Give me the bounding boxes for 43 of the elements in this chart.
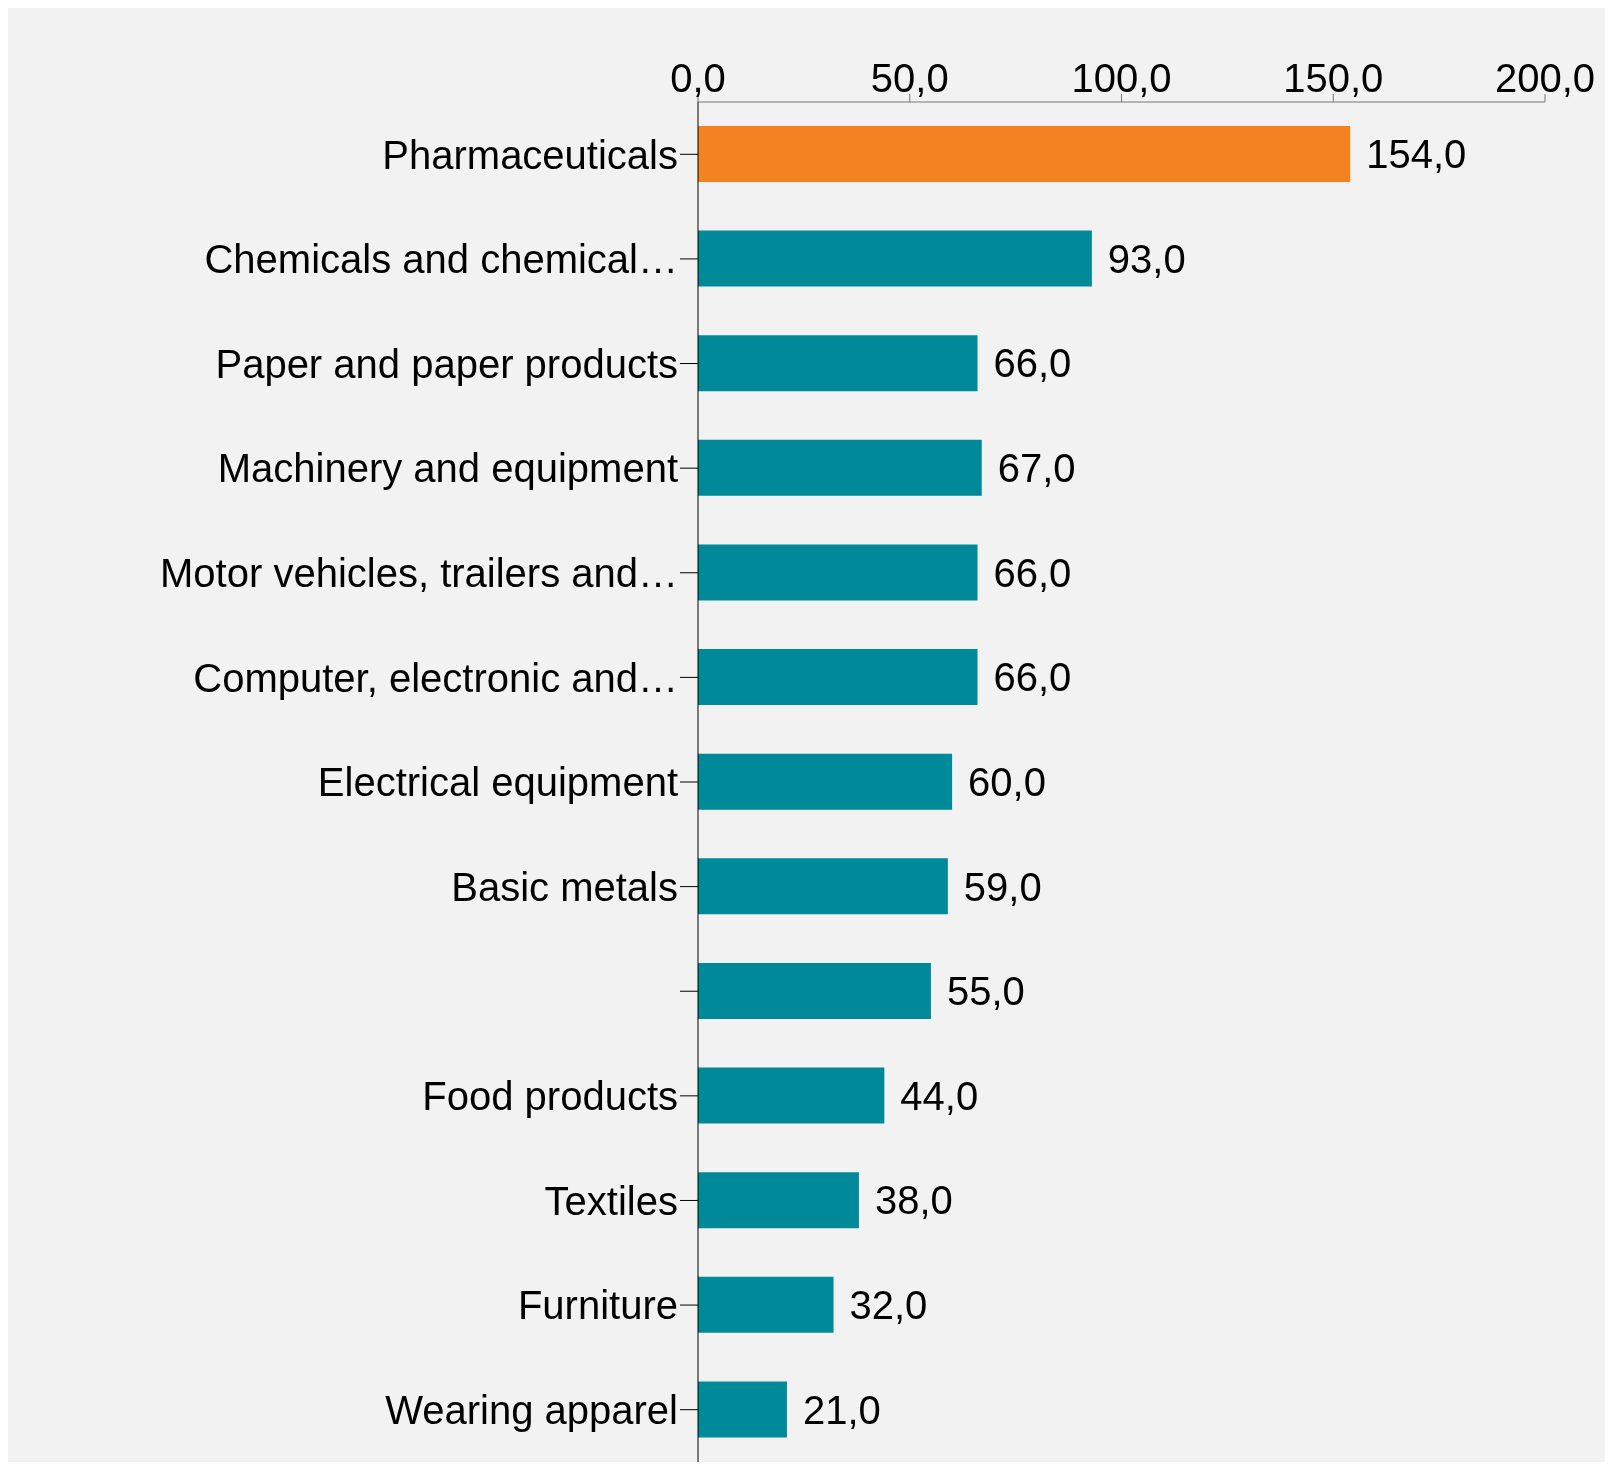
y-tick-label: Machinery and equipment <box>217 446 678 491</box>
bar <box>698 858 948 915</box>
bar <box>698 544 978 601</box>
data-label: 21,0 <box>802 1387 881 1432</box>
bar <box>698 230 1092 287</box>
x-tick-label: 100,0 <box>1071 56 1172 100</box>
data-label: 67,0 <box>997 446 1076 491</box>
y-tick-label: Textiles <box>544 1178 678 1223</box>
bar <box>698 1172 859 1229</box>
y-tick-label: Paper and paper products <box>215 341 678 386</box>
y-tick-label: Furniture <box>517 1283 678 1328</box>
y-tick-label: Computer, electronic and… <box>193 655 678 700</box>
y-tick-label: Wearing apparel <box>385 1387 678 1432</box>
data-label: 66,0 <box>993 655 1072 700</box>
bar <box>698 962 931 1019</box>
bar <box>698 1067 885 1124</box>
y-tick-label: Basic metals <box>451 864 678 909</box>
bar <box>698 126 1351 182</box>
data-label: 44,0 <box>900 1073 979 1118</box>
data-label: 66,0 <box>993 341 1072 386</box>
bar <box>698 335 978 392</box>
data-label: 154,0 <box>1366 132 1467 177</box>
data-label: 32,0 <box>849 1282 928 1327</box>
y-tick-label: Chemicals and chemical… <box>204 237 678 282</box>
x-tick-label: 200,0 <box>1494 56 1596 100</box>
data-label: 60,0 <box>968 759 1046 804</box>
bar <box>698 439 982 496</box>
data-label: 38,0 <box>874 1178 953 1223</box>
data-label: 55,0 <box>946 969 1025 1014</box>
y-tick-label: Motor vehicles, trailers and… <box>160 550 678 595</box>
y-tick-label: Pharmaceuticals <box>382 132 678 177</box>
x-tick-label: 0,0 <box>670 56 726 100</box>
bar <box>698 1276 834 1333</box>
data-label: 93,0 <box>1107 236 1186 281</box>
x-tick-label: 50,0 <box>870 56 949 100</box>
bar <box>698 753 953 810</box>
data-label: 59,0 <box>963 864 1042 909</box>
y-tick-label: Electrical equipment <box>317 760 678 805</box>
x-tick-label: 150,0 <box>1283 56 1384 100</box>
y-tick-label: Food products <box>422 1074 678 1119</box>
data-label: 66,0 <box>993 550 1072 595</box>
bar <box>698 649 978 706</box>
bar <box>698 1381 787 1438</box>
